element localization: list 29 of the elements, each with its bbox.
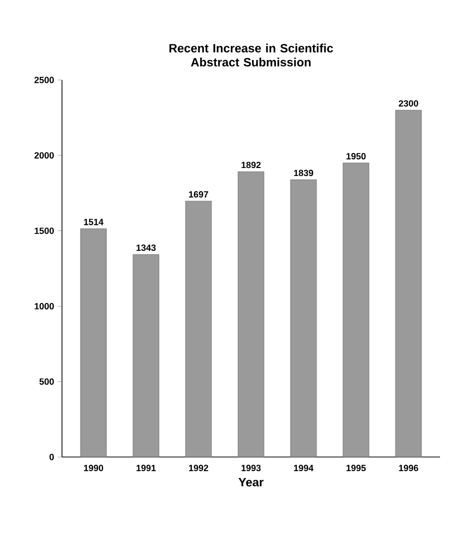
chart-title: Recent Increase in Scientific Abstract Submission bbox=[169, 44, 333, 66]
x-axis-title: Year bbox=[238, 478, 264, 486]
y-tick-label: 2000 bbox=[34, 152, 54, 159]
data-label: 2300 bbox=[398, 100, 418, 107]
y-tick-label: 2500 bbox=[34, 76, 54, 84]
x-tick-label: 1990 bbox=[84, 464, 104, 472]
bar bbox=[342, 162, 370, 458]
data-label: 1514 bbox=[84, 218, 104, 226]
data-label: 1697 bbox=[189, 191, 208, 198]
y-tick-label: 1500 bbox=[34, 228, 54, 234]
bar bbox=[395, 110, 422, 458]
data-label: 1343 bbox=[136, 244, 156, 251]
bar bbox=[238, 171, 264, 458]
x-tick-label: 1994 bbox=[294, 464, 314, 472]
y-tick-label: 1000 bbox=[34, 303, 54, 310]
data-label: 1892 bbox=[242, 162, 261, 168]
data-label: 1950 bbox=[346, 153, 366, 160]
x-tick-label: 1991 bbox=[136, 464, 156, 472]
data-label: 1839 bbox=[294, 170, 314, 176]
x-tick-label: 1993 bbox=[242, 464, 261, 472]
y-tick-label: 0 bbox=[50, 454, 54, 460]
bar bbox=[185, 200, 212, 458]
x-tick-label: 1995 bbox=[346, 464, 366, 472]
bar bbox=[132, 254, 160, 458]
bar bbox=[290, 179, 317, 458]
y-tick-label: 500 bbox=[39, 378, 54, 385]
x-tick-label: 1996 bbox=[399, 464, 418, 472]
x-tick-label: 1992 bbox=[189, 464, 208, 472]
bar bbox=[80, 228, 107, 458]
